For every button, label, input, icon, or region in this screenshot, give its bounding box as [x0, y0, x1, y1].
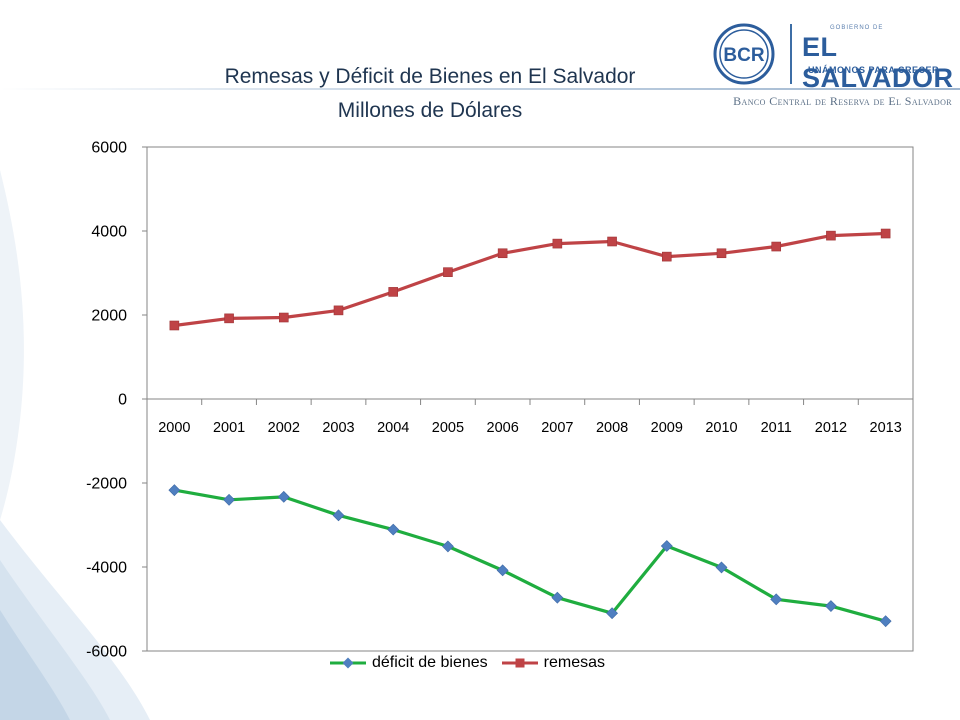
x-tick-label: 2000: [158, 420, 190, 436]
remesas-point: [169, 320, 180, 331]
deficit-point: [551, 591, 564, 604]
y-tick-label: 2000: [91, 308, 127, 325]
remesas-point: [278, 312, 289, 323]
x-tick-label: 2001: [213, 420, 245, 436]
legend-swatch: [501, 658, 538, 668]
x-tick-label: 2008: [596, 420, 628, 436]
header-rule: [0, 88, 960, 90]
remesas-point: [771, 241, 782, 252]
deficit-point: [715, 561, 728, 574]
x-tick-label: 2010: [705, 420, 737, 436]
remesas-point: [224, 313, 234, 324]
bcr-logo: BCR GOBIERNO DE EL SALVADOR UNÁMONOS PAR…: [712, 18, 954, 110]
seal-text: BCR: [723, 45, 764, 66]
legend-swatch: [330, 657, 366, 669]
deficit-point: [496, 564, 509, 577]
deficit-point: [168, 484, 181, 497]
logo-small-text: GOBIERNO DE: [830, 25, 884, 31]
deficit-point: [277, 490, 290, 503]
deficit-point: [660, 540, 673, 552]
logo-divider: [790, 24, 792, 84]
y-tick-label: 4000: [91, 224, 127, 241]
deficit-point: [825, 600, 837, 612]
remesas-point: [826, 230, 836, 241]
logo-name: EL SALVADOR: [802, 32, 954, 93]
logo-tagline: UNÁMONOS PARA CRECER: [808, 65, 940, 75]
x-tick-label: 2009: [651, 420, 683, 436]
remesas-point: [880, 228, 891, 239]
y-tick-label: -2000: [86, 476, 127, 493]
series-line-deficit: [174, 488, 887, 623]
y-tick-label: -4000: [86, 560, 127, 577]
legend-label: déficit de bienes: [372, 654, 488, 671]
remesas-point: [607, 236, 617, 247]
x-tick-label: 2002: [268, 420, 300, 436]
y-tick-label: 0: [118, 392, 127, 409]
bcr-seal-icon: BCR: [713, 23, 775, 85]
chart-legend: déficit de bienes remesas: [330, 652, 619, 674]
x-tick-label: 2011: [761, 420, 792, 436]
deficit-point: [770, 593, 783, 606]
remesas-point: [497, 248, 508, 259]
y-tick-label: -6000: [86, 644, 127, 661]
remesas-point: [388, 287, 399, 297]
x-tick-label: 2005: [432, 420, 464, 436]
series-line-remesas: [174, 231, 886, 328]
x-tick-label: 2012: [815, 420, 847, 436]
remesas-point: [552, 238, 563, 249]
x-tick-label: 2003: [322, 420, 354, 436]
x-tick-label: 2004: [377, 420, 409, 436]
chart-subtitle: Millones de Dólares: [337, 99, 523, 122]
x-tick-label: 2007: [541, 420, 573, 436]
deficit-point: [606, 607, 618, 620]
x-tick-label: 2006: [487, 420, 519, 436]
deficit-point: [387, 523, 400, 536]
remesas-point: [443, 267, 453, 277]
legend-item-deficit: déficit de bienes: [330, 654, 488, 672]
legend-item-remesas: remesas: [501, 654, 605, 672]
deficit-point: [879, 615, 892, 628]
remesas-point: [716, 248, 727, 259]
remesas-point: [333, 305, 344, 316]
y-tick-label: 6000: [91, 140, 127, 157]
chart-title-line1: Remesas y Déficit de Bienes en El Salvad…: [224, 65, 636, 88]
x-tick-label: 2013: [870, 420, 902, 436]
logo-bank-name: Banco Central de Reserva de El Salvador: [733, 94, 952, 108]
legend-label: remesas: [543, 654, 605, 671]
deficit-point: [223, 493, 235, 506]
chart-title: Remesas y Déficit de Bienes en El Salvad…: [140, 60, 720, 128]
remesas-point: [661, 251, 672, 262]
deficit-point: [332, 509, 345, 522]
deficit-point: [442, 540, 454, 553]
